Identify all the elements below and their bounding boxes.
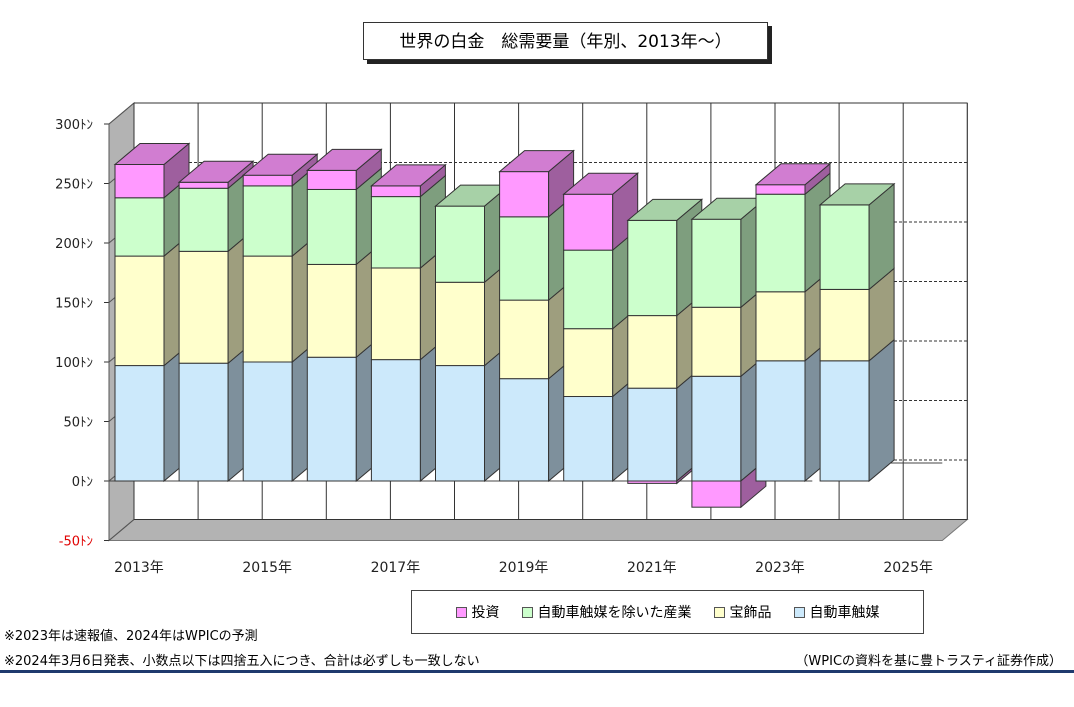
bar-2019-series-2 <box>499 216 550 301</box>
footnote-2: ※2024年3月6日発表、小数点以下は四捨五入につき、合計は必ずしも一致しない <box>4 654 480 669</box>
bar-2022-series-1 <box>691 306 742 377</box>
legend-item-investment: 投資 <box>455 602 500 622</box>
bar-2018-series-1 <box>435 281 485 367</box>
bar-2013-series-1 <box>114 255 165 367</box>
bar-2020-series-2 <box>563 249 614 330</box>
bar-2023-top <box>754 163 832 186</box>
bar-2017-series-1 <box>370 267 421 361</box>
legend-swatch-investment <box>455 606 467 618</box>
side-gridline <box>108 519 135 541</box>
bar-2020-series-3 <box>563 193 614 251</box>
y-tick-label: 250ﾄﾝ <box>55 178 93 193</box>
x-tick-label: 2013年 <box>114 560 164 576</box>
y-tick-label: 300ﾄﾝ <box>55 118 93 133</box>
x-tick-label: 2023年 <box>755 560 805 576</box>
x-tick-label: 2015年 <box>242 560 292 576</box>
bar-2022-series-2 <box>691 218 742 308</box>
source-credit: （WPICの資料を基に豊トラスティ証券作成） <box>795 654 1062 669</box>
bar-2016-series-0 <box>306 356 357 482</box>
y-tick-label: -50ﾄﾝ <box>59 535 93 550</box>
chart-floor <box>107 519 969 541</box>
legend-swatch-jewellery <box>713 606 725 618</box>
chart-area: 300ﾄﾝ 250ﾄﾝ 200ﾄﾝ 150ﾄﾝ 100ﾄﾝ 50ﾄﾝ 0ﾄﾝ -50ﾄﾝ 201… <box>55 101 969 576</box>
bar-2021-top <box>626 198 704 221</box>
legend-item-jewellery: 宝飾品 <box>713 602 772 622</box>
y-tick-label: 100ﾄﾝ <box>55 356 93 371</box>
bar-2016-series-3 <box>306 169 357 190</box>
bar-2017-series-2 <box>370 196 421 269</box>
x-tick-label: 2021年 <box>627 560 677 576</box>
x-tick-label: 2025年 <box>883 560 933 576</box>
bar-2021-series-0 <box>627 387 678 482</box>
bar-2017-series-0 <box>370 359 421 482</box>
bar-2022-series-3-neg <box>691 480 742 508</box>
bar-2013-top <box>113 143 191 165</box>
legend-swatch-industrial <box>521 606 533 618</box>
legend-label-industrial: 自動車触媒を除いた産業 <box>537 605 692 621</box>
bar-2023-series-3 <box>755 184 806 195</box>
legend-swatch-autocatalyst <box>793 606 805 618</box>
bar-2020-top <box>562 172 640 195</box>
bar-2015-series-1 <box>242 255 293 363</box>
bar-2014-series-1 <box>178 250 229 364</box>
bar-2014-series-2 <box>178 187 229 252</box>
bar-2014-series-3 <box>178 181 229 189</box>
bar-2022-series-0 <box>691 375 742 482</box>
bar-2014-top <box>177 160 255 183</box>
y-tick-label: 50ﾄﾝ <box>63 416 93 431</box>
bar-2023-series-0 <box>755 360 806 482</box>
bar-2019-series-3 <box>499 171 550 218</box>
bar-2013-series-3 <box>114 163 165 199</box>
y-tick-label: 200ﾄﾝ <box>55 237 93 252</box>
bar-2020-series-0 <box>563 396 614 482</box>
bar-2021-series-2 <box>627 219 678 317</box>
bar-2024-series-1 <box>819 288 870 362</box>
bar-2024-series-0-side <box>868 338 895 483</box>
bar-2016-series-1 <box>306 263 357 358</box>
x-tick-label: 2019年 <box>499 560 549 576</box>
bar-2017-series-3 <box>370 185 421 198</box>
bar-2013-series-2 <box>114 197 165 257</box>
bar-2024-series-0 <box>819 360 870 482</box>
bar-2018-series-0 <box>435 365 485 482</box>
bar-2015-series-2 <box>242 185 293 257</box>
bar-2015-series-3 <box>242 174 293 187</box>
bar-2018-series-2 <box>435 205 485 283</box>
x-tick-label: 2017年 <box>371 560 421 576</box>
bar-2019-series-1 <box>499 299 550 380</box>
bottom-rule <box>0 670 1074 673</box>
bar-2021-series-3-neg <box>627 480 678 484</box>
bar-2024-top <box>818 183 896 206</box>
bar-2019-series-0 <box>499 378 550 482</box>
bar-2024-series-2 <box>819 204 870 290</box>
bar-2019-top <box>498 150 575 173</box>
bar-2015-top <box>241 153 319 176</box>
bar-2016-series-2 <box>306 188 357 265</box>
bar-2013-series-0 <box>114 365 165 482</box>
legend-item-autocatalyst: 自動車触媒 <box>793 602 880 622</box>
bar-2023-series-2 <box>755 193 806 293</box>
bar-2023-series-1 <box>755 291 806 362</box>
legend-item-industrial: 自動車触媒を除いた産業 <box>521 602 692 622</box>
legend-label-investment: 投資 <box>471 605 500 621</box>
legend: 投資 自動車触媒を除いた産業 宝飾品 自動車触媒 <box>411 590 924 634</box>
bar-2015-series-0 <box>242 361 293 482</box>
bar-2014-series-0 <box>178 362 229 482</box>
bar-2017-top <box>370 164 447 187</box>
bar-2021-series-1 <box>627 315 678 389</box>
bar-2020-series-1 <box>563 328 614 398</box>
legend-label-jewellery: 宝飾品 <box>729 605 772 621</box>
footnote-1: ※2023年は速報値、2024年はWPICの予測 <box>4 629 258 644</box>
side-gridline <box>108 102 135 125</box>
chart-title: 世界の白金 総需要量（年別、2013年～） <box>363 22 768 60</box>
y-tick-label: 0ﾄﾝ <box>72 475 93 490</box>
y-tick-label: 150ﾄﾝ <box>55 297 93 312</box>
bar-2016-top <box>305 148 383 171</box>
legend-label-autocatalyst: 自動車触媒 <box>809 605 880 621</box>
